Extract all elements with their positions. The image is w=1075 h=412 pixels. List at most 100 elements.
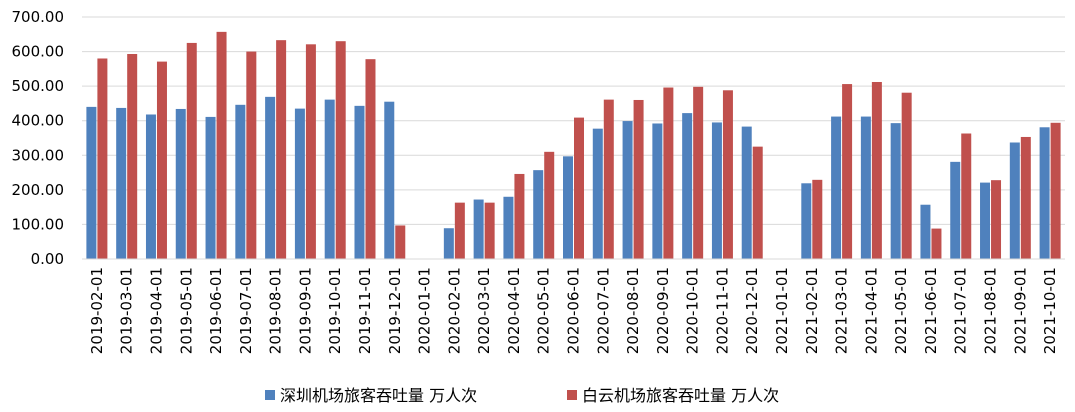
x-tick-label: 2020-09-01 bbox=[654, 267, 672, 354]
x-tick-label: 2019-12-01 bbox=[386, 267, 404, 354]
x-tick-label: 2019-06-01 bbox=[207, 267, 225, 354]
x-tick-label: 2019-08-01 bbox=[267, 267, 285, 354]
bar-series-2 bbox=[574, 117, 584, 259]
bar-series-2 bbox=[395, 225, 406, 259]
x-tick-label: 2021-01-01 bbox=[773, 267, 791, 354]
y-axis-tick-labels: 0.00 100.00 200.00 300.00 400.00 500.00 600.00… bbox=[12, 8, 65, 268]
bar-series-1 bbox=[503, 196, 514, 259]
x-tick-label: 2020-05-01 bbox=[535, 267, 553, 354]
legend-label: 白云机场旅客吞吐量 万人次 bbox=[582, 386, 779, 405]
bar-series-2 bbox=[991, 180, 1002, 259]
x-axis-tick-labels: 2019-02-01 2019-03-01 2019-04-01 2019-05-01… bbox=[88, 267, 1059, 354]
bar-series-2 bbox=[871, 81, 882, 259]
bar-series-2 bbox=[633, 99, 644, 259]
x-tick-label: 2020-06-01 bbox=[565, 267, 583, 354]
bar-series-2 bbox=[1050, 122, 1061, 259]
y-tick-label: 600.00 bbox=[12, 43, 65, 61]
bar-series-2 bbox=[365, 59, 376, 260]
bar-series-1 bbox=[652, 123, 663, 259]
bar-series-2 bbox=[842, 84, 853, 259]
y-tick-label: 400.00 bbox=[12, 112, 65, 130]
bar-series-1 bbox=[622, 121, 633, 259]
bar-series-2 bbox=[127, 53, 138, 260]
bar-series-2 bbox=[186, 42, 197, 259]
bar-series-2 bbox=[305, 44, 316, 259]
x-tick-label: 2021-04-01 bbox=[862, 267, 880, 354]
y-tick-label: 0.00 bbox=[31, 250, 64, 268]
bar-series-2 bbox=[961, 133, 972, 259]
x-tick-label: 2019-03-01 bbox=[118, 267, 136, 354]
bar-series-2 bbox=[514, 173, 525, 259]
x-tick-label: 2021-08-01 bbox=[982, 267, 1000, 354]
bar-series-1 bbox=[384, 101, 395, 259]
bar-series-1 bbox=[354, 105, 365, 259]
x-tick-label: 2019-11-01 bbox=[356, 267, 374, 354]
bar-series-2 bbox=[752, 146, 763, 259]
bar-series-2 bbox=[276, 40, 287, 259]
legend-swatch bbox=[567, 390, 577, 400]
x-tick-label: 2019-04-01 bbox=[147, 267, 165, 354]
x-tick-label: 2021-02-01 bbox=[803, 267, 821, 354]
bar-series-2 bbox=[484, 202, 495, 259]
bar-series-1 bbox=[145, 114, 156, 260]
x-tick-label: 2020-01-01 bbox=[416, 267, 434, 354]
bar-series-2 bbox=[97, 58, 108, 259]
x-tick-label: 2021-03-01 bbox=[833, 267, 851, 354]
bar-series-1 bbox=[711, 122, 722, 259]
bar-series-2 bbox=[544, 151, 555, 259]
bar-series-2 bbox=[216, 31, 227, 259]
bar-series-2 bbox=[454, 202, 465, 259]
bar-series-1 bbox=[175, 108, 186, 260]
bar-series-1 bbox=[116, 107, 127, 260]
bar-series-1 bbox=[235, 104, 246, 259]
y-tick-label: 100.00 bbox=[12, 215, 65, 233]
bars bbox=[86, 31, 1061, 260]
bar-series-2 bbox=[812, 179, 823, 259]
bar-series-2 bbox=[335, 41, 346, 260]
bar-series-1 bbox=[592, 128, 603, 259]
x-tick-label: 2019-07-01 bbox=[237, 267, 255, 354]
y-tick-label: 200.00 bbox=[12, 181, 65, 199]
bar-series-1 bbox=[86, 106, 97, 259]
bar-series-1 bbox=[831, 116, 842, 260]
bar-series-2 bbox=[246, 51, 257, 260]
bar-series-1 bbox=[563, 156, 573, 259]
bar-series-1 bbox=[801, 183, 812, 259]
bar-series-1 bbox=[980, 182, 991, 259]
bar-series-1 bbox=[950, 161, 961, 259]
bar-series-1 bbox=[860, 116, 871, 260]
bar-series-1 bbox=[294, 108, 305, 259]
x-tick-label: 2021-05-01 bbox=[892, 267, 910, 354]
x-tick-label: 2021-07-01 bbox=[952, 267, 970, 354]
bar-series-1 bbox=[741, 126, 752, 259]
bar-series-2 bbox=[603, 99, 614, 259]
x-tick-label: 2020-04-01 bbox=[505, 267, 523, 354]
bar-series-1 bbox=[682, 113, 693, 259]
x-tick-label: 2020-12-01 bbox=[743, 267, 761, 354]
x-tick-label: 2019-10-01 bbox=[326, 267, 344, 354]
bar-series-1 bbox=[473, 199, 484, 259]
bar-series-1 bbox=[533, 170, 544, 259]
gridlines bbox=[82, 16, 1065, 225]
bar-series-1 bbox=[890, 123, 901, 260]
bar-series-1 bbox=[265, 96, 276, 259]
x-tick-label: 2020-07-01 bbox=[594, 267, 612, 354]
x-tick-label: 2021-10-01 bbox=[1041, 267, 1059, 354]
x-tick-label: 2020-10-01 bbox=[684, 267, 702, 354]
bar-series-2 bbox=[693, 86, 704, 259]
bar-series-1 bbox=[205, 116, 216, 259]
x-tick-label: 2020-08-01 bbox=[624, 267, 642, 354]
bar-series-2 bbox=[156, 61, 167, 260]
bar-series-2 bbox=[931, 228, 942, 259]
bar-series-1 bbox=[443, 228, 454, 259]
x-tick-label: 2020-11-01 bbox=[713, 267, 731, 354]
y-tick-label: 300.00 bbox=[12, 146, 65, 164]
bar-series-2 bbox=[1020, 136, 1031, 259]
x-tick-label: 2021-09-01 bbox=[1011, 267, 1029, 354]
legend-swatch bbox=[265, 390, 275, 400]
bar-series-1 bbox=[324, 99, 335, 259]
y-tick-label: 700.00 bbox=[12, 8, 65, 26]
bar-series-2 bbox=[722, 90, 733, 259]
x-tick-label: 2020-03-01 bbox=[475, 267, 493, 354]
